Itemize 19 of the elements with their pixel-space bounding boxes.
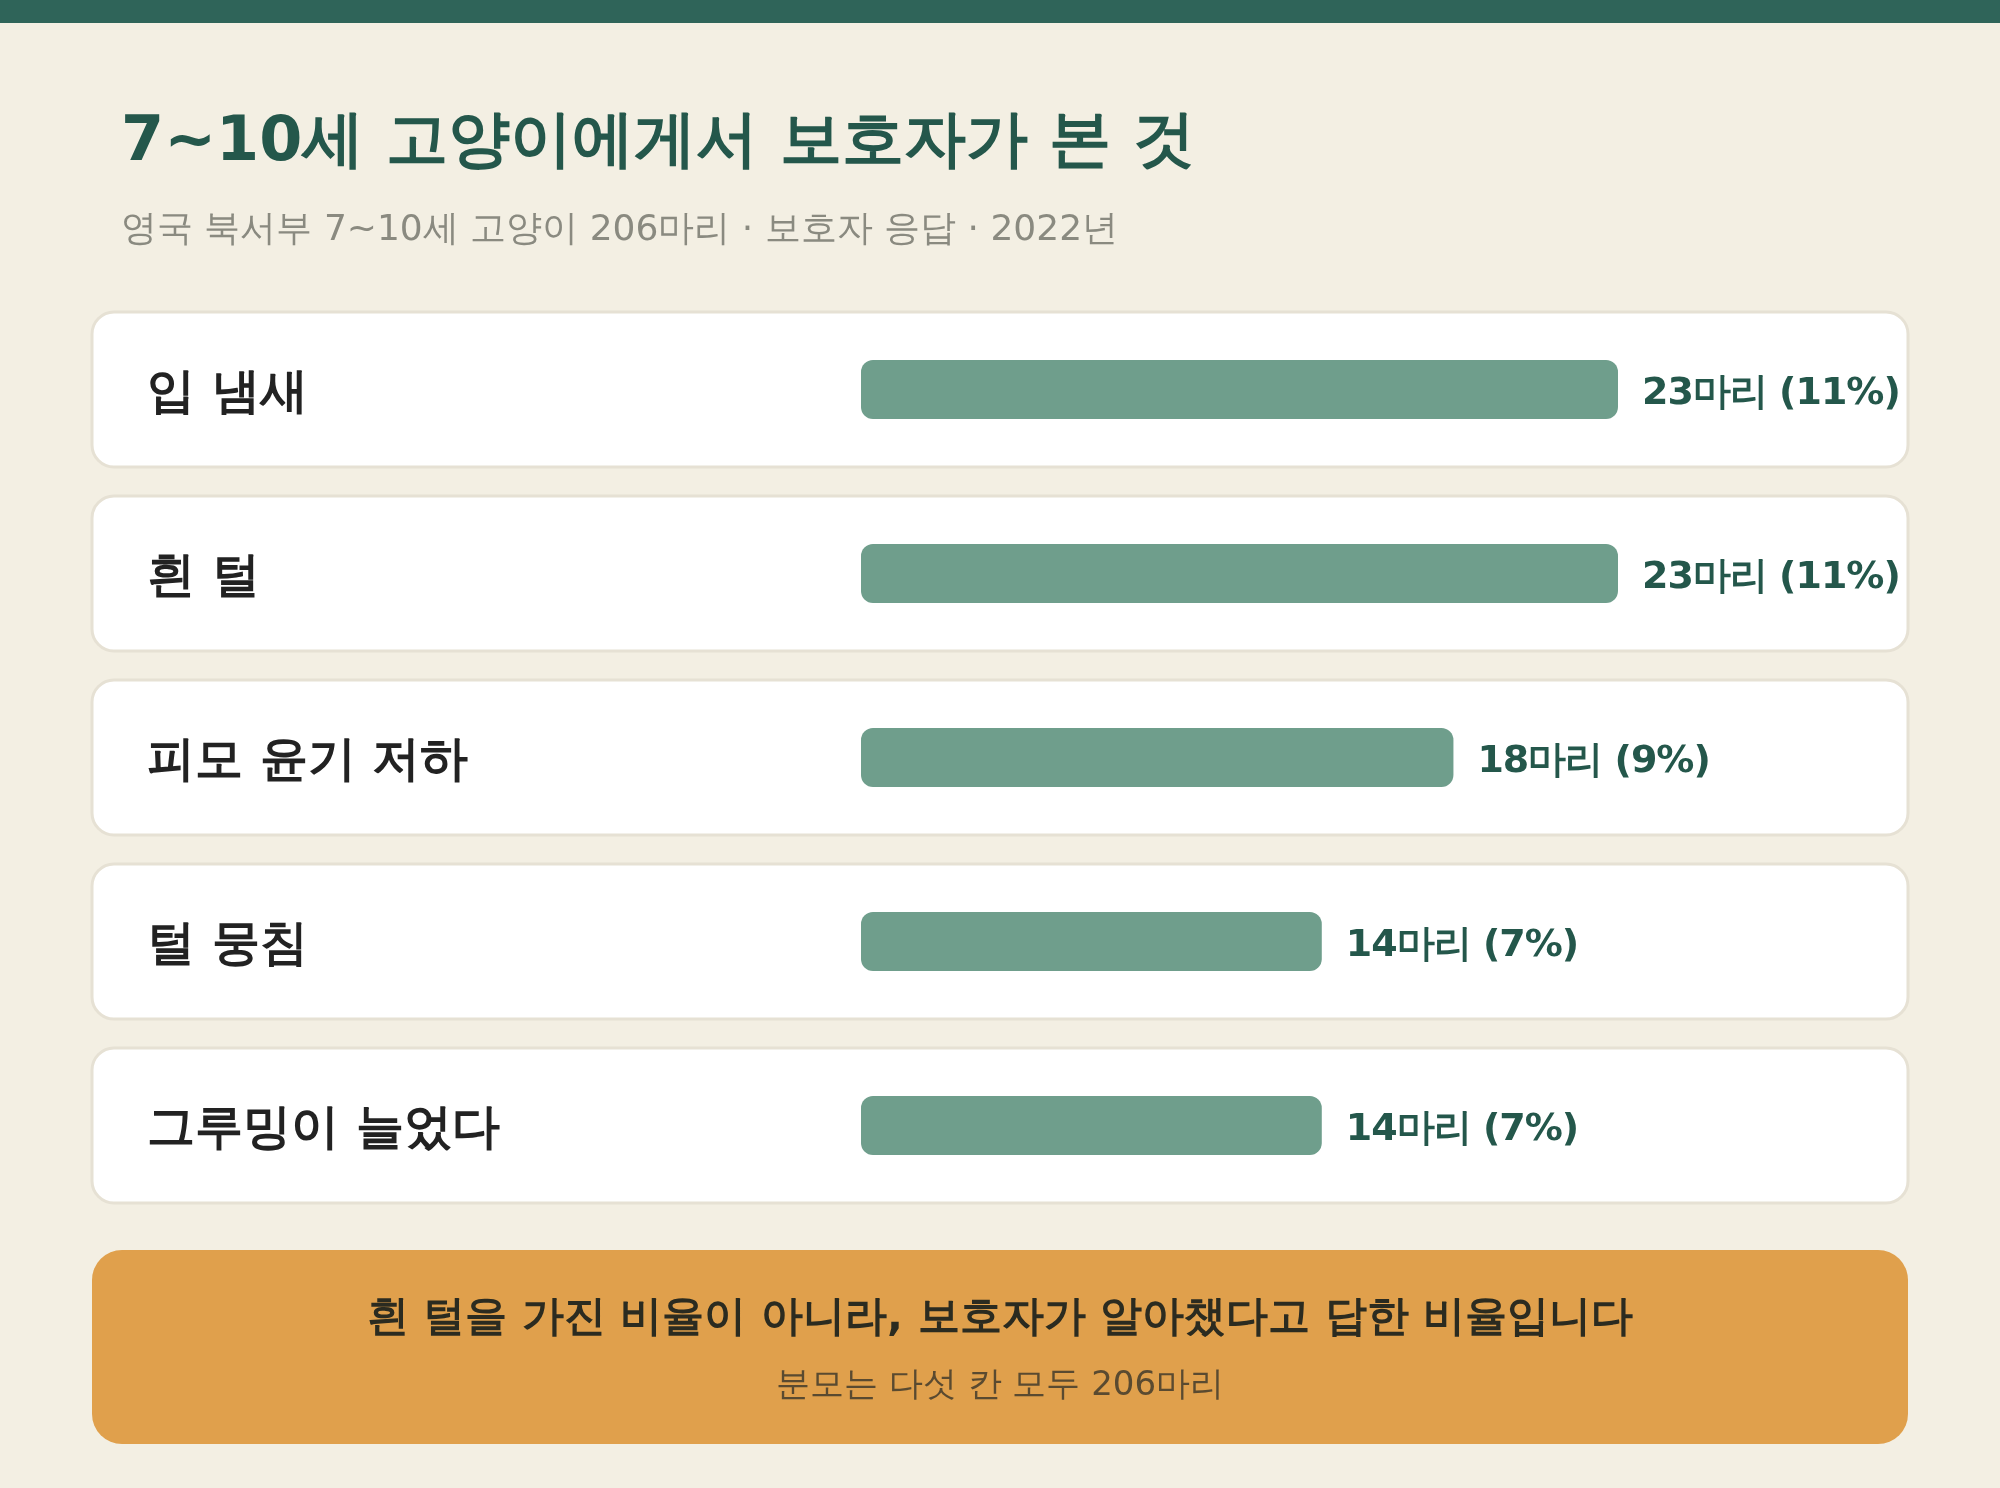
data-label: 23마리 (11%) [1642, 552, 1900, 597]
data-label: 14마리 (7%) [1345, 1104, 1579, 1149]
y-tick-label: 입 냄새 [147, 361, 308, 418]
row: 피모 윤기 저하 18마리 (9%) [90, 678, 1910, 837]
text: 분모는 다섯 칸 모두 206마리 [775, 1363, 1225, 1403]
chart-title: 7~10세 고양이에게서 보호자가 본 것 [121, 102, 1195, 175]
row: 입 냄새 23마리 (11%) [90, 310, 1910, 469]
row: 그루밍이 늘었다 14마리 (7%) [90, 1046, 1910, 1205]
data-label: 18마리 (9%) [1477, 736, 1710, 781]
chart-subtitle: 영국 북서부 7~10세 고양이 206마리 · 보호자 응답 · 2022년 [121, 207, 1119, 248]
data-label: 23마리 (11%) [1642, 368, 1900, 413]
data-label: 14마리 (7%) [1345, 920, 1579, 965]
row: 흰 털 23마리 (11%) [90, 494, 1910, 653]
row: 털 뭉침 14마리 (7%) [90, 862, 1910, 1021]
y-tick-label: 흰 털 [147, 545, 260, 602]
y-tick-label: 그루밍이 늘었다 [147, 1097, 500, 1154]
y-tick-label: 털 뭉침 [147, 913, 308, 970]
text: 흰 털을 가진 비율이 아니라, 보호자가 알아챘다고 답한 비율입니다 [366, 1291, 1634, 1340]
y-tick-label: 피모 윤기 저하 [147, 729, 469, 786]
